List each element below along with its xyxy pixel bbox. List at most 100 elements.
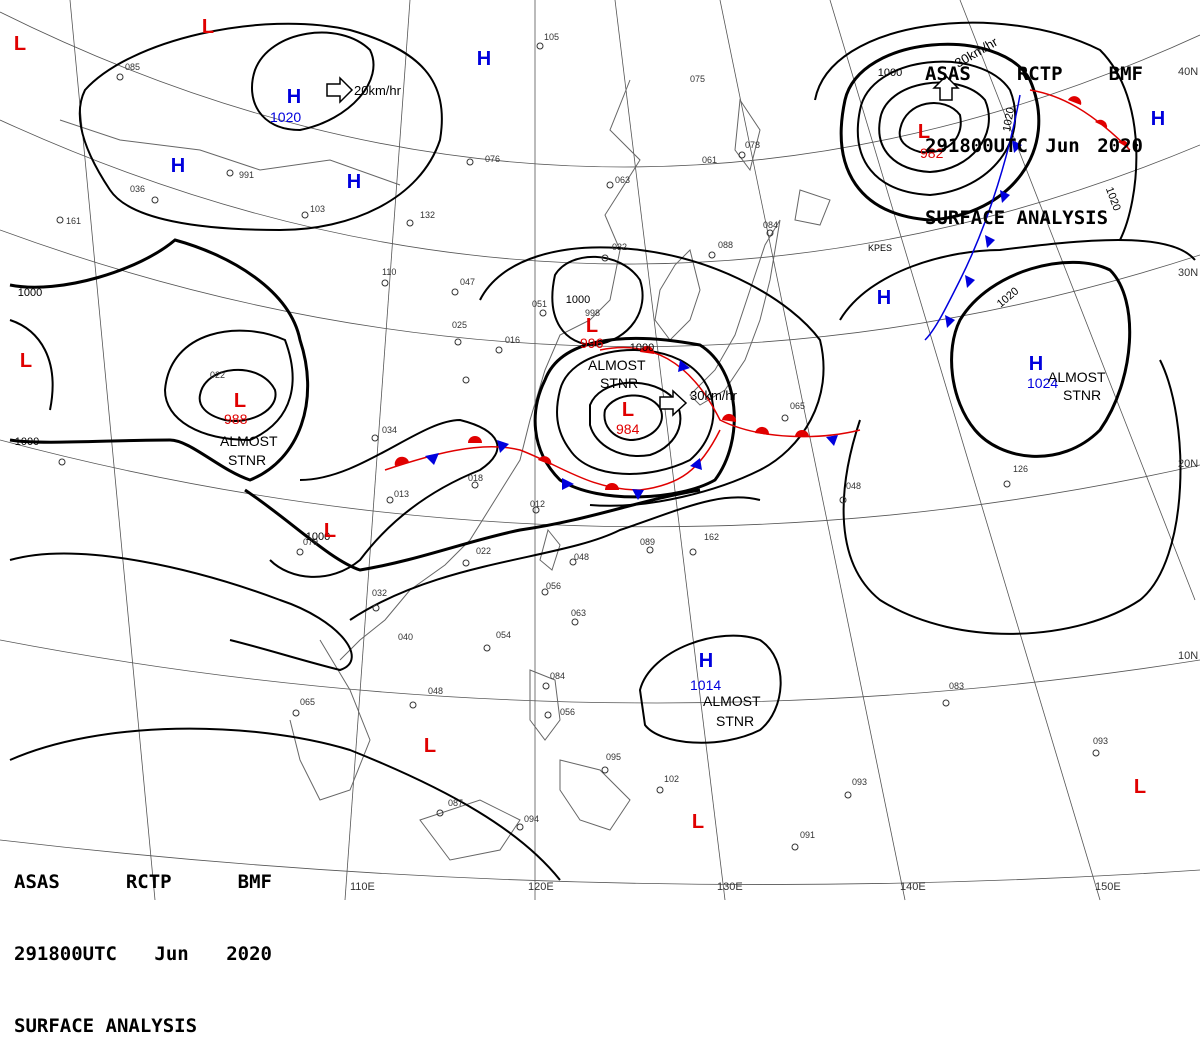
isobar-sea-band	[842, 359, 1182, 635]
header-station-code: RCTP	[1016, 63, 1063, 85]
station-pressure: 084	[550, 671, 565, 681]
station-pressure: 048	[574, 552, 589, 562]
stnr-west: STNR	[228, 452, 266, 468]
high-pressure-marker: H	[347, 171, 361, 193]
station-markers	[56, 42, 1100, 851]
station-pressure: 079	[303, 537, 318, 547]
isobar-far-west	[9, 319, 54, 411]
station-pressure: 083	[949, 681, 964, 691]
movement-arrows	[326, 74, 960, 417]
taiwan	[539, 528, 561, 571]
central-pressure-value: 984	[616, 421, 640, 437]
coordinate-labels: 40N 30N 20N 10N 110E 120E 130E 140E 150E	[350, 66, 1198, 893]
almost-central: ALMOST	[588, 357, 646, 373]
station-pressure: 093	[1093, 736, 1108, 746]
footer-station-code: RCTP	[125, 871, 172, 893]
central-pressure-value: 1024	[1027, 375, 1058, 391]
station-pressure: 063	[571, 608, 586, 618]
pressure-systems: LLLL988L996L984L982LLLLH1020HHHHHH1024H1…	[14, 16, 1165, 833]
station-pressure: 076	[485, 154, 500, 164]
isobar-east-ring	[479, 246, 825, 507]
japan-hokkaido	[794, 189, 831, 226]
header-title: SURFACE ANALYSIS	[925, 207, 1109, 229]
isobar-label: 1000	[18, 287, 42, 299]
isobar-north-1020	[251, 31, 375, 132]
station-pressure: 998	[585, 308, 600, 318]
station-pressure: 022	[210, 370, 225, 380]
isobars	[9, 21, 1196, 881]
station-pressure: 013	[394, 489, 409, 499]
station-pressure: 991	[239, 170, 254, 180]
header-time: 291800UTC	[925, 135, 1028, 157]
footer-product-code: BMF	[237, 871, 272, 893]
low-pressure-marker: L	[622, 399, 634, 421]
header-year: 2020	[1097, 135, 1143, 157]
isobar-south-long	[349, 496, 761, 621]
low-pressure-marker: L	[586, 315, 598, 337]
isobar-sea-high	[638, 634, 782, 744]
footer-time: 291800UTC	[14, 943, 117, 965]
isobar-central-low-a	[556, 349, 715, 475]
isobar-ne-outer	[814, 21, 1138, 241]
chart-header-top: ASAS RCTP BMF 291800UTC Jun 2020 SURFACE…	[925, 14, 1143, 254]
fronts	[384, 89, 1131, 500]
parallel-10n	[0, 639, 1200, 704]
station-pressure: 105	[544, 32, 559, 42]
station-pressure: 084	[763, 220, 778, 230]
station-pressure: 051	[532, 299, 547, 309]
station-pressure: 088	[718, 240, 733, 250]
low-pressure-marker: L	[202, 16, 214, 38]
station-pressure: 094	[524, 814, 539, 824]
station-pressure: 034	[382, 425, 397, 435]
chart-header-bottom: ASAS RCTP BMF 291800UTC Jun 2020 SURFACE…	[14, 822, 272, 1062]
isobar-ne-1000	[839, 42, 1041, 222]
station-pressure: 132	[420, 210, 435, 220]
parallel-40n	[0, 11, 1200, 168]
central-pressure-value: 996	[580, 335, 604, 351]
graticule	[0, 0, 1200, 901]
high-pressure-marker: H	[877, 287, 891, 309]
station-pressure: 016	[505, 335, 520, 345]
station-pressure: 102	[664, 774, 679, 784]
move-speed-central: 30km/hr	[690, 388, 738, 403]
isobar-upper-low	[551, 255, 644, 347]
warm-front-ne	[1029, 89, 1131, 151]
low-pressure-marker: L	[14, 33, 26, 55]
surface-analysis-map: 085 105 061 075 078 076 063 132 103 110 047 025 016 0…	[0, 0, 1200, 901]
station-pressure: 048	[428, 686, 443, 696]
station-pressure: 056	[560, 707, 575, 717]
station-pressure: 054	[496, 630, 511, 640]
station-pressure: 091	[800, 830, 815, 840]
longitude-label: 110E	[350, 881, 375, 893]
header-product-code: BMF	[1108, 63, 1143, 85]
parallel-extra-b	[0, 839, 1200, 885]
central-pressure-value: 988	[224, 411, 248, 427]
station-pressure: 022	[476, 546, 491, 556]
station-pressure: 025	[452, 320, 467, 330]
central-pressure-value: 1020	[270, 109, 301, 125]
isobar-label: 1000	[878, 67, 902, 79]
isobar-ne-low-2	[878, 81, 990, 174]
move-arrow-north	[326, 76, 354, 104]
latitude-label: 20N	[1178, 458, 1198, 470]
high-pressure-marker: H	[171, 155, 185, 177]
philippines-south	[559, 759, 631, 831]
low-pressure-marker: L	[692, 811, 704, 833]
station-pressure: 061	[702, 155, 717, 165]
station-pressure: 048	[846, 481, 861, 491]
isobar-west-core	[198, 368, 277, 422]
stationary-front-west	[384, 429, 721, 491]
isobar-label: 1000	[566, 294, 590, 306]
station-pressure: 012	[530, 499, 545, 509]
isobar-1000-west	[9, 238, 310, 482]
station-pressure: 056	[546, 581, 561, 591]
station-pressure: 103	[310, 204, 325, 214]
central-pressure-value: 1014	[690, 677, 721, 693]
isobar-label: 1000	[15, 436, 39, 448]
isobar-south-band	[9, 552, 353, 672]
longitude-label: 140E	[900, 881, 926, 893]
meridian-140e	[719, 0, 906, 901]
station-pressure: 095	[606, 752, 621, 762]
low-pressure-marker: L	[20, 350, 32, 372]
luzon	[529, 669, 561, 741]
